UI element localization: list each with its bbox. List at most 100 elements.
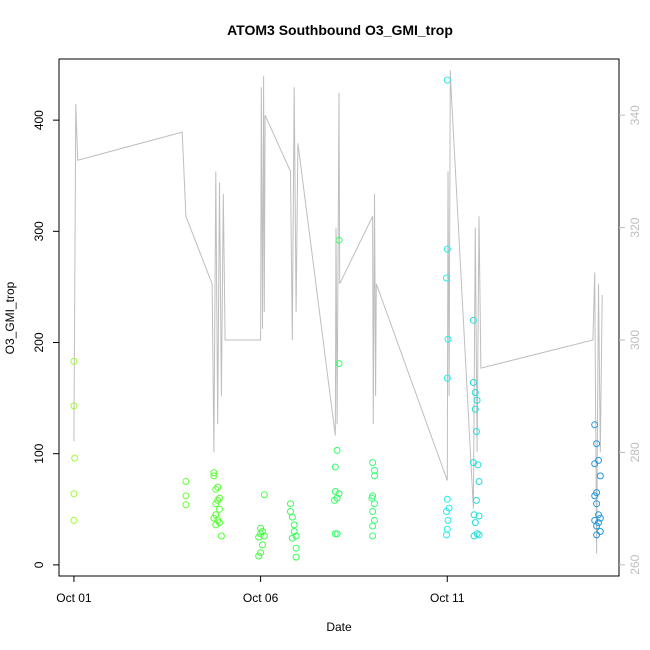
data-point [70, 402, 78, 410]
data-point [593, 531, 601, 539]
y2-tick-label: 280 [628, 442, 642, 462]
data-point [473, 396, 481, 404]
data-point [212, 500, 220, 508]
data-point [474, 461, 482, 469]
data-point [475, 531, 483, 539]
y-tick-label: 100 [32, 443, 46, 463]
data-point [182, 478, 190, 485]
data-point [182, 492, 190, 500]
data-point [443, 274, 450, 282]
data-point [287, 500, 294, 508]
data-point [212, 521, 220, 529]
y-tick-label: 400 [32, 110, 46, 130]
data-point [469, 316, 477, 324]
data-point [292, 544, 300, 552]
data-point [368, 494, 376, 502]
data-point [210, 514, 218, 522]
data-point [369, 522, 377, 530]
data-point [292, 532, 300, 540]
data-point [71, 454, 79, 462]
data-point [333, 530, 341, 538]
data-point [444, 516, 452, 524]
data-point [333, 446, 341, 454]
point-layer [70, 76, 604, 561]
data-point [335, 360, 343, 368]
data-point [596, 528, 604, 535]
data-point [371, 472, 378, 480]
data-point [369, 508, 377, 515]
data-point [591, 460, 599, 468]
data-point [472, 428, 480, 435]
line-layer [73, 70, 603, 554]
data-point [593, 522, 601, 530]
data-point [288, 513, 296, 521]
plot-frame [58, 58, 620, 577]
data-point [472, 496, 480, 504]
data-point [216, 494, 223, 502]
data-point [212, 485, 220, 493]
y2-tick-label: 260 [628, 554, 642, 574]
y-tick-label: 300 [32, 221, 46, 241]
data-point [210, 469, 218, 477]
data-point [292, 553, 300, 561]
data-point [369, 459, 377, 467]
data-point [290, 528, 298, 535]
data-point [369, 532, 377, 540]
data-point [287, 508, 294, 515]
data-point [335, 236, 343, 244]
data-point [70, 357, 78, 365]
data-point [216, 505, 223, 513]
data-point [255, 552, 263, 560]
data-point [469, 379, 477, 386]
data-point [470, 532, 478, 540]
data-point [475, 512, 483, 520]
chart-title: ATOM3 Southbound O3_GMI_trop [227, 22, 453, 38]
y-axis: 0 100 200 300 400 [32, 110, 59, 568]
y2-tick-label: 340 [628, 105, 642, 125]
data-point [443, 374, 451, 382]
y2-tick-label: 300 [628, 330, 642, 350]
data-point [70, 516, 78, 524]
data-point [216, 519, 223, 527]
data-point [593, 500, 601, 508]
data-point [371, 500, 378, 508]
x-tick-label: Oct 06 [243, 591, 279, 605]
data-point [217, 532, 225, 540]
data-point [335, 490, 343, 498]
data-point [371, 516, 378, 524]
data-point [443, 525, 451, 533]
data-point [471, 405, 479, 413]
y-tick-label: 0 [32, 561, 46, 568]
data-point [443, 531, 450, 539]
x-tick-label: Oct 11 [430, 591, 465, 605]
data-point [593, 440, 601, 448]
data-point [214, 516, 222, 524]
data-point [70, 490, 78, 498]
data-point [475, 478, 483, 485]
x-tick-label: Oct 01 [56, 591, 92, 605]
data-point [443, 495, 451, 503]
data-point [595, 511, 602, 519]
y-axis-label: O3_GMI_trop [3, 281, 17, 354]
data-point [443, 76, 451, 84]
data-point [259, 541, 266, 549]
data-point [255, 533, 263, 541]
data-point [331, 463, 339, 471]
y2-axis: 260 280 300 320 340 [619, 105, 642, 575]
data-point [591, 492, 599, 500]
data-point [470, 511, 478, 519]
data-point [444, 335, 452, 343]
data-point [288, 534, 296, 542]
data-point [591, 421, 599, 429]
data-point [290, 521, 298, 529]
x-axis: Oct 01 Oct 06 Oct 11 [56, 576, 465, 605]
data-point [260, 491, 268, 499]
data-point [443, 508, 450, 515]
data-point [443, 245, 451, 253]
y-tick-label: 200 [32, 332, 46, 352]
data-point [595, 519, 602, 527]
y2-tick-label: 320 [628, 217, 642, 237]
data-point [214, 483, 222, 491]
series-line [73, 70, 603, 554]
